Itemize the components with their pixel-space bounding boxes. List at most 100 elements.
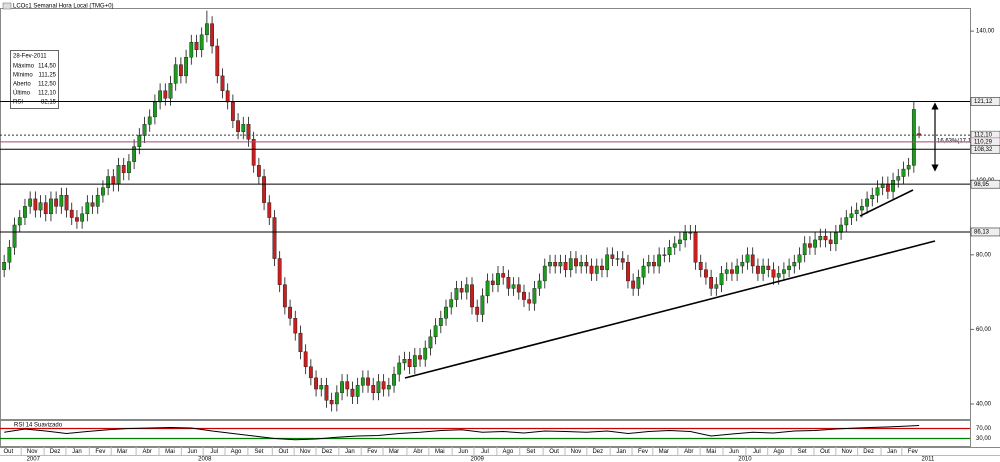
candle-body (12, 224, 17, 248)
x-tick-label: Set (254, 449, 263, 455)
trend-line (404, 240, 936, 379)
candle-body (584, 262, 589, 267)
candle-body (485, 280, 490, 297)
x-tick-label: Mar (389, 449, 399, 455)
candle-body (132, 146, 137, 162)
candle-body (917, 133, 921, 136)
candle-body (568, 258, 573, 270)
candle-body (54, 198, 59, 207)
candle-body (516, 284, 521, 293)
candle-body (776, 273, 781, 278)
level-label: 112,10 (974, 133, 993, 139)
candle-body (859, 206, 864, 211)
x-tick-label: Out (549, 449, 559, 455)
candle-body (750, 254, 755, 267)
candle-body (173, 64, 178, 84)
candle-body (475, 306, 480, 315)
candle-body (7, 247, 12, 263)
candle-body (210, 23, 214, 47)
candle-body (828, 239, 833, 244)
candle-body (111, 176, 116, 185)
candle-body (184, 57, 188, 77)
candle-body (360, 377, 365, 386)
title-icon (2, 2, 12, 10)
x-tick-label: Mar (659, 449, 669, 455)
candle-body (334, 392, 339, 405)
candle-body (101, 187, 105, 196)
candle-body (324, 385, 329, 401)
candle-body (896, 176, 901, 181)
candle-body (506, 276, 511, 289)
x-tick-label: Fev (367, 449, 377, 455)
x-tick-label: Fev (908, 449, 918, 455)
candle-body (735, 265, 740, 274)
x-tick-label: Nov (841, 449, 852, 455)
candle-body (646, 262, 651, 267)
level-label-box (970, 144, 1000, 154)
candle-body (85, 202, 90, 215)
candle-body (449, 299, 454, 308)
info-value: 111,25 (39, 73, 57, 79)
candle-body (230, 101, 235, 121)
x-tick-label: Dez (322, 449, 333, 455)
x-tick-label: Jul (753, 449, 761, 455)
level-label: 86,13 (974, 230, 990, 236)
candle-body (340, 381, 344, 393)
candle-body (589, 265, 594, 274)
candle-body (433, 325, 438, 338)
candle-body (345, 381, 350, 390)
x-tick-label: Fev (95, 449, 105, 455)
candle-body (90, 202, 95, 207)
candle-body (470, 284, 474, 308)
candle-body (256, 165, 261, 177)
candle-body (657, 254, 662, 267)
candle-body (241, 124, 246, 132)
level-label: 121,12 (974, 99, 993, 105)
candle-body (511, 284, 516, 289)
candle-body (423, 347, 428, 360)
level-label: 108,32 (974, 147, 993, 153)
candle-body (605, 254, 610, 270)
candle-body (693, 232, 698, 263)
x-tick-label: Jun (729, 449, 739, 455)
candle-body (688, 232, 693, 234)
x-tick-label: Mai (706, 449, 716, 455)
year-label: 2007 (27, 457, 41, 462)
candle-body (870, 194, 875, 200)
candle-body (854, 209, 859, 215)
candle-body (428, 336, 433, 349)
candle-body (885, 183, 890, 192)
candle-body (179, 64, 183, 77)
candle-body (766, 265, 771, 270)
x-tick-label: Jul (481, 449, 489, 455)
candle-body (891, 180, 895, 192)
candle-body (662, 254, 667, 256)
candle-body (17, 217, 22, 226)
candle-body (818, 235, 823, 241)
candle-body (459, 288, 464, 293)
x-tick-label: Out (278, 449, 288, 455)
x-tick-label: Out (3, 449, 13, 455)
x-tick-label: Jun (458, 449, 468, 455)
candle-body (901, 168, 906, 177)
candle-body (496, 273, 500, 285)
chart-title: LCOc1 Semanal Hora Local (TMG+0) (13, 4, 114, 10)
candle-body (839, 224, 843, 233)
x-tick-label: Jan (72, 449, 82, 455)
candle-body (262, 176, 266, 203)
x-tick-label: Dez (592, 449, 603, 455)
candle-body (444, 306, 448, 319)
level-label-box (970, 179, 1000, 189)
candle-body (49, 198, 53, 215)
candle-body (277, 258, 282, 285)
x-tick-label: Ago (503, 449, 514, 455)
candle-body (272, 217, 277, 259)
candle-body (574, 258, 578, 267)
trend-line (859, 189, 914, 217)
candle-body (355, 385, 360, 397)
candle-body (402, 359, 407, 364)
candle-body (194, 42, 199, 50)
candle-body (807, 243, 812, 248)
candle-body (251, 139, 256, 166)
level-label: 110,29 (974, 139, 993, 145)
